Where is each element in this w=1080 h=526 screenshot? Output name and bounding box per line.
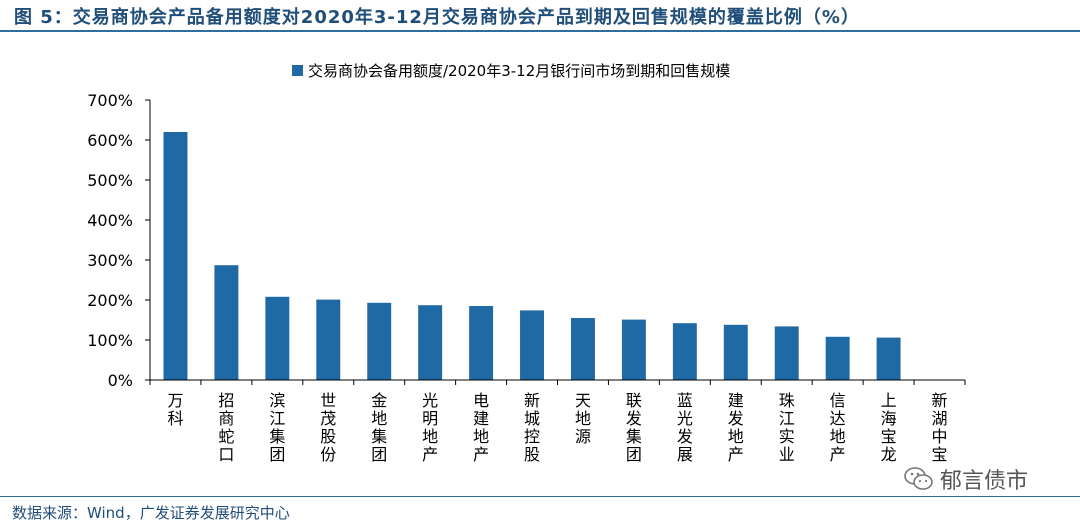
- x-tick-label-char: 产: [830, 445, 846, 464]
- watermark-text: 郁言债市: [940, 469, 1029, 494]
- x-tick-label-char: 实: [779, 427, 795, 446]
- y-tick-label: 300%: [87, 251, 133, 270]
- x-tick-label-char: 宝: [932, 445, 948, 464]
- x-tick-label-char: 新: [932, 391, 948, 410]
- bar: [520, 310, 545, 380]
- x-tick-label-char: 口: [218, 445, 234, 464]
- x-tick-label-char: 商: [218, 409, 234, 428]
- legend-swatch: [292, 65, 303, 76]
- x-tick-label-char: 达: [830, 409, 846, 428]
- x-tick-label-char: 上: [881, 391, 897, 410]
- x-tick-label-char: 联: [626, 391, 642, 410]
- y-tick-label: 0%: [108, 371, 133, 390]
- x-tick-label-char: 中: [932, 427, 948, 446]
- x-tick-label-char: 建: [473, 409, 489, 428]
- x-tick-label-char: 产: [728, 445, 744, 464]
- bar: [876, 337, 901, 380]
- y-tick-label: 400%: [87, 211, 133, 230]
- x-tick-label-char: 地: [830, 427, 846, 446]
- y-tick-label: 100%: [87, 331, 133, 350]
- x-tick-label-char: 光: [422, 391, 438, 410]
- bar: [265, 296, 290, 380]
- x-tick-label-char: 珠: [779, 391, 795, 410]
- footer-divider: [0, 496, 1080, 497]
- bar: [621, 319, 646, 380]
- bar: [367, 302, 392, 380]
- bar: [163, 132, 188, 380]
- x-tick-label-char: 江: [269, 409, 285, 428]
- bar: [316, 299, 341, 380]
- x-tick-label-char: 新: [524, 391, 540, 410]
- x-tick-label-char: 集: [269, 427, 285, 446]
- x-tick-label-char: 地: [728, 427, 744, 446]
- y-tick-label: 600%: [87, 131, 133, 150]
- x-tick-label-char: 招: [218, 391, 234, 410]
- source-note: 数据来源：Wind，广发证券发展研究中心: [12, 504, 290, 522]
- figure-title-bar: 图 5：交易商协会产品备用额度对2020年3-12月交易商协会产品到期及回售规模…: [0, 0, 1080, 32]
- x-axis: 万科招商蛇口滨江集团世茂股份金地集团光明地产电建地产新城控股天地源联发集团蓝光发…: [149, 379, 966, 464]
- x-tick-label-char: 万: [167, 391, 183, 410]
- x-tick-label-char: 滨: [269, 391, 285, 410]
- x-tick-label-char: 产: [473, 445, 489, 464]
- bar: [774, 326, 799, 380]
- bar: [214, 265, 239, 380]
- x-tick-label-char: 展: [677, 445, 693, 464]
- bar: [723, 324, 748, 380]
- legend-label: 交易商协会备用额度/2020年3-12月银行间市场到期和回售规模: [308, 62, 730, 80]
- x-tick-label-char: 团: [269, 445, 285, 464]
- x-tick-label-char: 湖: [932, 409, 948, 428]
- x-tick-label-char: 金: [371, 391, 387, 410]
- x-tick-label-char: 股: [320, 427, 336, 446]
- x-tick-label-char: 城: [524, 409, 540, 428]
- y-tick-label: 200%: [87, 291, 133, 310]
- x-tick-label-char: 业: [779, 445, 795, 464]
- y-tick-label: 500%: [87, 171, 133, 190]
- x-tick-label-char: 源: [575, 427, 591, 446]
- wechat-icon: [904, 467, 933, 490]
- bar-chart: 交易商协会备用额度/2020年3-12月银行间市场到期和回售规模 0% 100% 2…: [87, 62, 966, 464]
- figure-title: 图 5：交易商协会产品备用额度对2020年3-12月交易商协会产品到期及回售规模…: [14, 7, 860, 28]
- x-tick-label-char: 集: [626, 427, 642, 446]
- chart-legend: 交易商协会备用额度/2020年3-12月银行间市场到期和回售规模: [292, 62, 730, 80]
- x-tick-label-char: 光: [677, 409, 693, 428]
- x-tick-label-char: 股: [524, 445, 540, 464]
- x-tick-label-char: 团: [626, 445, 642, 464]
- x-tick-label-char: 蓝: [677, 391, 693, 410]
- x-tick-label-char: 海: [881, 409, 897, 428]
- x-tick-label-char: 天: [575, 391, 591, 410]
- bar: [570, 318, 595, 380]
- bar: [469, 306, 494, 380]
- bars: [163, 132, 901, 380]
- x-tick-label-char: 发: [626, 409, 642, 428]
- x-tick-label-char: 集: [371, 427, 387, 446]
- x-tick-label-char: 明: [422, 409, 438, 428]
- x-tick-label-char: 科: [167, 409, 183, 428]
- x-tick-label-char: 产: [422, 445, 438, 464]
- wechat-watermark: 郁言债市: [904, 462, 1028, 496]
- y-tick-label: 700%: [87, 91, 133, 110]
- x-tick-label-char: 地: [371, 409, 387, 428]
- x-tick-label-char: 地: [575, 409, 591, 428]
- x-tick-label-char: 江: [779, 409, 795, 428]
- x-tick-label-char: 蛇: [218, 427, 234, 446]
- x-tick-label-char: 控: [524, 427, 540, 446]
- x-tick-label-char: 龙: [881, 445, 897, 464]
- x-tick-label-char: 地: [422, 427, 438, 446]
- x-tick-label-char: 茂: [320, 409, 336, 428]
- x-tick-label-char: 世: [320, 391, 336, 410]
- bar: [672, 323, 697, 380]
- y-axis: 0% 100% 200% 300% 400% 500% 600% 700%: [87, 91, 151, 390]
- bar: [418, 305, 443, 380]
- x-tick-label-char: 信: [830, 391, 846, 410]
- x-tick-label-char: 发: [677, 427, 693, 446]
- x-tick-label-char: 宝: [881, 427, 897, 446]
- x-tick-label-char: 份: [320, 445, 336, 464]
- x-tick-label-char: 建: [728, 391, 744, 410]
- x-tick-label-char: 团: [371, 445, 387, 464]
- x-tick-label-char: 地: [473, 427, 489, 446]
- bar: [825, 336, 850, 380]
- x-tick-label-char: 电: [473, 391, 489, 410]
- x-tick-label-char: 发: [728, 409, 744, 428]
